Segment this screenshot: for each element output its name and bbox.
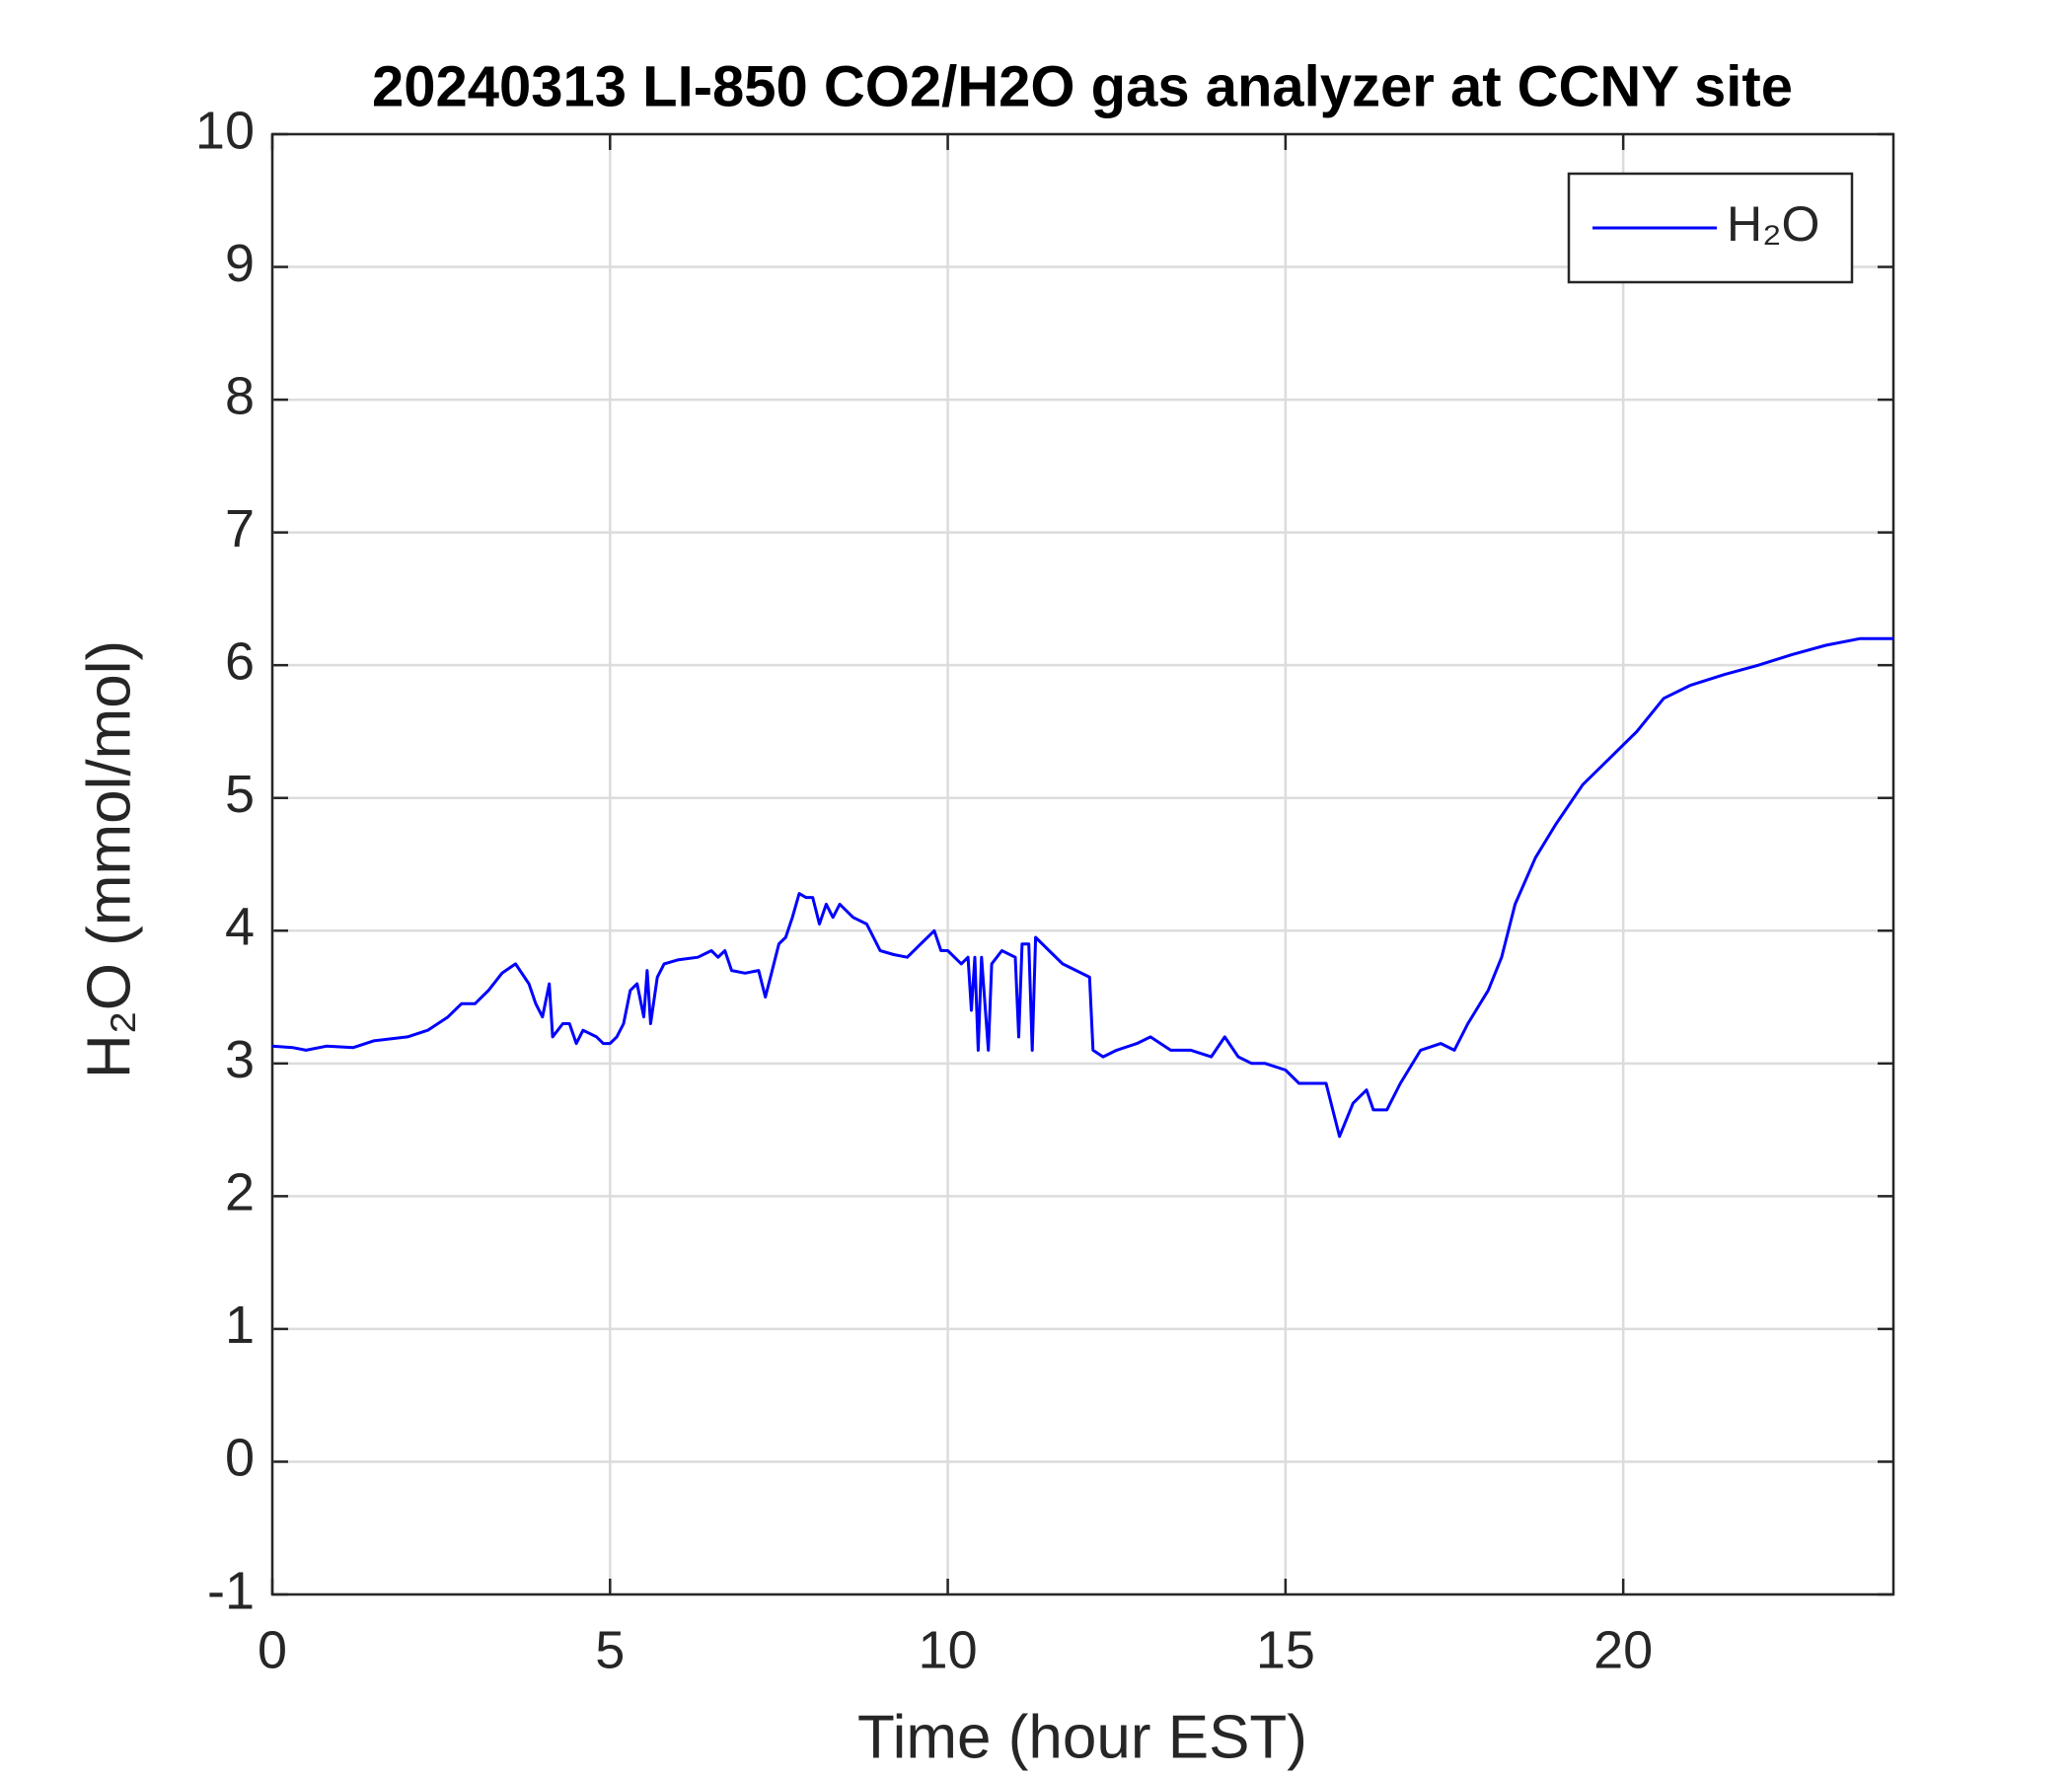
y-tick-label: 1 xyxy=(225,1295,255,1355)
y-axis-label: H₂O (mmol/mol) xyxy=(75,640,143,1078)
plot-frame xyxy=(270,132,1895,1596)
x-tick-label: 20 xyxy=(1593,1620,1653,1679)
x-tick-label: 5 xyxy=(595,1620,625,1679)
y-tick-label: -1 xyxy=(207,1561,255,1620)
y-tick-label: 4 xyxy=(225,898,255,957)
y-tick-label: 8 xyxy=(225,366,255,425)
x-tick-label: 15 xyxy=(1256,1620,1315,1679)
x-axis-label: Time (hour EST) xyxy=(857,1703,1307,1771)
y-tick-label: 6 xyxy=(225,631,255,691)
y-tick-label: 7 xyxy=(225,499,255,558)
chart-title: 20240313 LI-850 CO2/H2O gas analyzer at … xyxy=(372,54,1793,118)
x-tick-label: 10 xyxy=(919,1620,978,1679)
data-line xyxy=(271,636,1893,1139)
y-tick-label: 2 xyxy=(225,1163,255,1222)
x-tick-label: 0 xyxy=(258,1620,287,1679)
y-tick-label: 5 xyxy=(225,765,255,824)
y-tick-label: 3 xyxy=(225,1030,255,1089)
y-tick-label: 9 xyxy=(225,234,255,293)
y-tick-label: 0 xyxy=(225,1429,255,1488)
legend-label: H₂O xyxy=(1727,196,1819,252)
y-tick-label: 10 xyxy=(195,101,255,160)
